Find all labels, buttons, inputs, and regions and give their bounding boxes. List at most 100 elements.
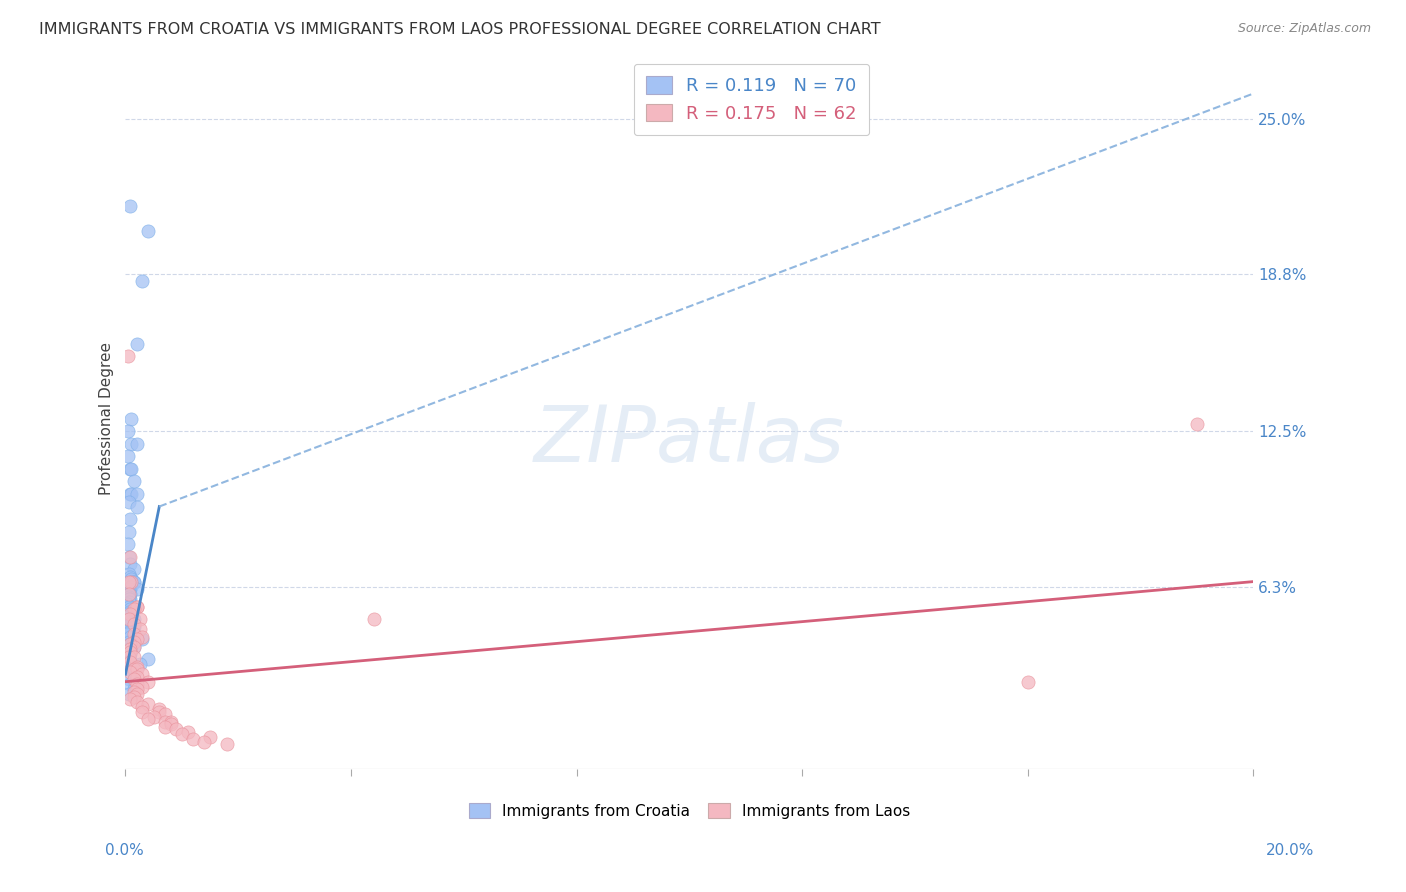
Point <box>125 582 148 596</box>
Point <box>125 336 148 351</box>
Point <box>118 199 141 213</box>
Point <box>118 617 141 632</box>
Point <box>122 690 145 704</box>
Point <box>118 549 141 564</box>
Point <box>176 724 198 739</box>
Point <box>120 574 142 589</box>
Point <box>125 599 148 614</box>
Point <box>125 670 148 684</box>
Point <box>142 710 165 724</box>
Point <box>122 662 145 676</box>
Point <box>118 592 141 607</box>
Point <box>128 622 150 636</box>
Point <box>125 695 148 709</box>
Point <box>118 580 141 594</box>
Text: 0.0%: 0.0% <box>105 843 145 858</box>
Point <box>118 512 141 526</box>
Point <box>118 587 141 601</box>
Point <box>136 712 159 726</box>
Point <box>153 720 176 734</box>
Point <box>131 680 153 694</box>
Point <box>122 667 145 681</box>
Point <box>125 487 148 501</box>
Point <box>122 672 145 686</box>
Point <box>115 609 138 624</box>
Point <box>118 659 141 673</box>
Point <box>1185 417 1208 431</box>
Point <box>118 672 141 686</box>
Point <box>118 645 141 659</box>
Point <box>1017 674 1039 689</box>
Point <box>118 630 141 644</box>
Point <box>118 574 141 589</box>
Point <box>118 645 141 659</box>
Point <box>118 605 141 619</box>
Point <box>125 659 148 673</box>
Point <box>125 632 148 647</box>
Point <box>122 640 145 654</box>
Point <box>118 602 141 616</box>
Point <box>118 524 141 539</box>
Point <box>128 612 150 626</box>
Point <box>122 640 145 654</box>
Point <box>125 682 148 697</box>
Point <box>122 682 145 697</box>
Point <box>131 274 153 288</box>
Point <box>118 494 141 508</box>
Point <box>118 677 141 691</box>
Point <box>125 599 148 614</box>
Point <box>131 630 153 644</box>
Point <box>118 649 141 664</box>
Point <box>118 637 141 651</box>
Legend: Immigrants from Croatia, Immigrants from Laos: Immigrants from Croatia, Immigrants from… <box>463 797 917 825</box>
Point <box>122 674 145 689</box>
Point <box>170 727 193 741</box>
Point <box>120 462 142 476</box>
Point <box>118 592 141 607</box>
Point <box>122 620 145 634</box>
Point <box>136 224 159 238</box>
Point <box>118 665 141 679</box>
Point <box>153 714 176 729</box>
Point <box>122 475 145 489</box>
Point <box>118 687 141 701</box>
Point <box>118 642 141 657</box>
Point <box>125 500 148 514</box>
Point <box>118 624 141 639</box>
Point <box>193 735 215 749</box>
Point <box>118 692 141 706</box>
Point <box>136 697 159 711</box>
Point <box>117 425 139 439</box>
Point <box>198 730 221 744</box>
Point <box>159 717 181 731</box>
Point <box>118 549 141 564</box>
Point <box>120 437 142 451</box>
Point <box>131 699 153 714</box>
Text: 20.0%: 20.0% <box>1267 843 1315 858</box>
Point <box>120 412 142 426</box>
Point <box>115 597 138 611</box>
Point <box>122 562 145 576</box>
Point <box>122 602 145 616</box>
Point <box>131 705 153 719</box>
Point <box>118 649 141 664</box>
Point <box>118 487 141 501</box>
Point <box>118 567 141 582</box>
Point <box>118 569 141 583</box>
Point <box>136 674 159 689</box>
Point <box>118 599 141 614</box>
Point <box>118 615 141 629</box>
Point <box>118 587 141 601</box>
Point <box>125 677 148 691</box>
Point <box>117 349 139 363</box>
Text: Source: ZipAtlas.com: Source: ZipAtlas.com <box>1237 22 1371 36</box>
Y-axis label: Professional Degree: Professional Degree <box>100 343 114 495</box>
Point <box>122 612 145 626</box>
Point <box>117 537 139 551</box>
Point <box>118 634 141 648</box>
Point <box>148 702 170 716</box>
Point <box>181 732 204 747</box>
Point <box>118 655 141 669</box>
Point <box>128 657 150 672</box>
Point <box>125 437 148 451</box>
